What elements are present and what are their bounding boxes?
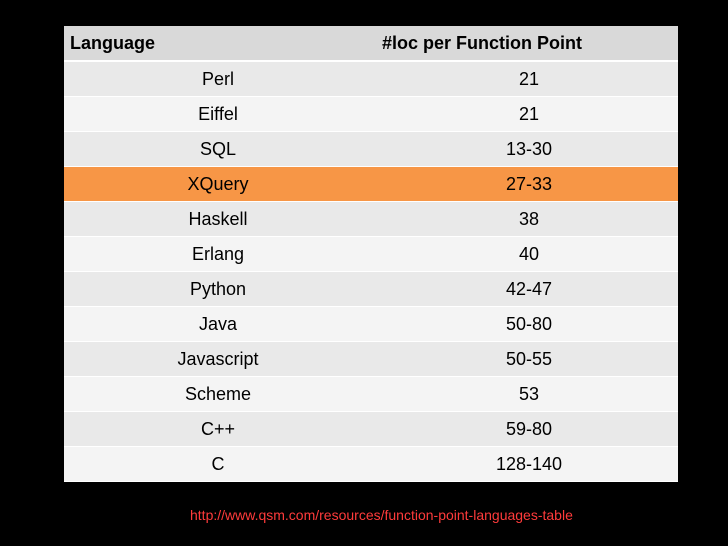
table-row-highlighted: XQuery 27-33 [64,166,678,202]
table-row: SQL 13-30 [64,131,678,167]
language-cell: Haskell [64,201,374,237]
loc-cell: 38 [374,201,678,237]
language-cell: Scheme [64,376,374,412]
header-language: Language [64,26,374,62]
language-cell: C [64,446,374,482]
language-cell: Perl [64,60,374,97]
language-cell: C++ [64,411,374,447]
table-row: Scheme 53 [64,376,678,412]
loc-cell: 50-80 [374,306,678,342]
table-row: C++ 59-80 [64,411,678,447]
loc-cell: 13-30 [374,131,678,167]
loc-per-function-point-table: Language #loc per Function Point Perl 21… [64,26,678,482]
source-link[interactable]: http://www.qsm.com/resources/function-po… [190,507,573,523]
loc-cell: 128-140 [374,446,678,482]
table-row: Javascript 50-55 [64,341,678,377]
language-cell: XQuery [64,166,374,202]
table-row: Perl 21 [64,60,678,97]
loc-table-container: Language #loc per Function Point Perl 21… [64,26,678,482]
loc-cell: 27-33 [374,166,678,202]
language-cell: SQL [64,131,374,167]
table-row: Java 50-80 [64,306,678,342]
loc-cell: 53 [374,376,678,412]
language-cell: Javascript [64,341,374,377]
language-cell: Java [64,306,374,342]
language-cell: Erlang [64,236,374,272]
header-loc-per-function-point: #loc per Function Point [374,26,678,62]
table-row: Python 42-47 [64,271,678,307]
table-row: Eiffel 21 [64,96,678,132]
table-row: C 128-140 [64,446,678,482]
loc-cell: 21 [374,96,678,132]
table-header-row: Language #loc per Function Point [64,26,678,62]
table-row: Erlang 40 [64,236,678,272]
language-cell: Eiffel [64,96,374,132]
table-row: Haskell 38 [64,201,678,237]
language-cell: Python [64,271,374,307]
loc-cell: 59-80 [374,411,678,447]
loc-cell: 42-47 [374,271,678,307]
loc-cell: 21 [374,60,678,97]
loc-cell: 40 [374,236,678,272]
loc-cell: 50-55 [374,341,678,377]
